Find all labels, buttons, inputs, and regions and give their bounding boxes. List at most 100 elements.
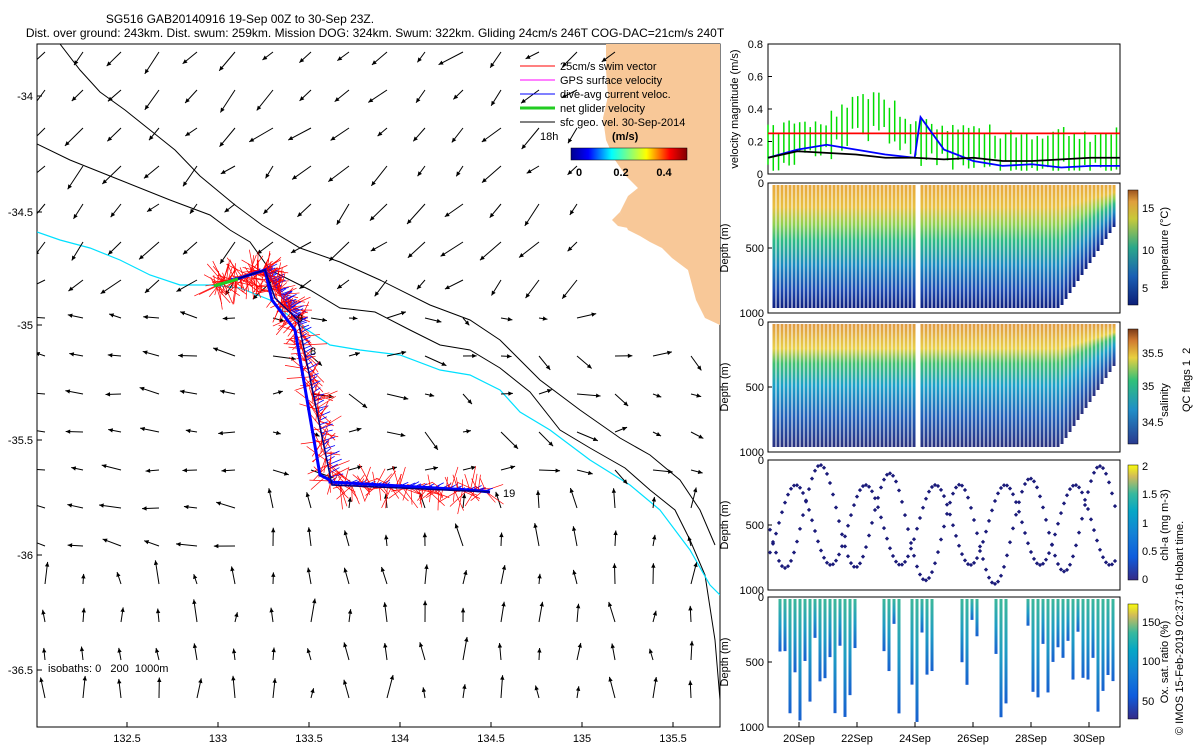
chla-sample [908, 546, 914, 551]
profile-column [1071, 599, 1075, 680]
geostrophic-vector-head [337, 56, 343, 61]
swim-vector [439, 489, 443, 501]
geostrophic-vector-head [567, 138, 573, 144]
profile-column [888, 185, 892, 308]
chla-sample [953, 485, 959, 490]
swim-vector [299, 339, 307, 366]
geostrophic-vector-head [651, 563, 656, 568]
map-panel: 19 9 8 132.5 133 133.5 134 134.5 135 135.5 -34… [8, 43, 721, 745]
profile-column [999, 599, 1003, 718]
geostrophic-vector-head [555, 468, 561, 473]
geostrophic-vector-head [400, 311, 406, 316]
geostrophic-vector-head [343, 642, 348, 648]
profile-column [816, 324, 820, 447]
profile-column [952, 324, 956, 447]
geostrophic-vector-head [343, 567, 348, 573]
geostrophic-vector-head [221, 468, 227, 473]
geostrophic-vector-head [178, 353, 183, 358]
chla-sample [878, 515, 884, 520]
profile-column [928, 324, 932, 447]
geostrophic-vector-head [370, 247, 376, 252]
geostrophic-vector-head [510, 465, 516, 470]
profile-column [808, 599, 812, 702]
geostrophic-vector-head [330, 136, 336, 141]
geostrophic-vector-head [506, 354, 512, 359]
chla-panel: Depth (m) 2 1.5 1 0.5 0 chl-a (mg m-3) [719, 459, 1171, 591]
profile-column [924, 185, 928, 308]
geostrophic-vector [37, 279, 46, 285]
profile-column [900, 324, 904, 447]
chla-sample [914, 564, 920, 569]
profile-column [1024, 185, 1028, 308]
geostrophic-vector-head [157, 677, 162, 683]
isobath-label: isobaths: 0 200 1000m [48, 663, 168, 675]
chla-sample [842, 544, 848, 549]
profile-column [964, 185, 968, 308]
geostrophic-vector-head [489, 212, 495, 218]
profile-column [1112, 185, 1116, 227]
time-tick-label: 26Sep [957, 733, 989, 745]
profile-column [976, 324, 980, 447]
geostrophic-vector-head [102, 179, 108, 185]
temperature-ylabel: Depth (m) [719, 224, 731, 273]
geostrophic-vector-head [389, 675, 395, 680]
geostrophic-vector-head [312, 598, 317, 604]
chla-sample [980, 556, 986, 562]
chla-sample [1058, 511, 1064, 516]
profile-column [876, 324, 880, 447]
geostrophic-vector-head [108, 249, 113, 255]
geostrophic-vector-head [507, 317, 513, 322]
map-y-tick-label: -34 [17, 91, 33, 103]
geostrophic-vector-head [65, 429, 71, 434]
geostrophic-vector-head [155, 608, 161, 614]
geostrophic-vector-head [501, 565, 507, 570]
chla-sample [1025, 541, 1031, 546]
geostrophic-vector-head [400, 432, 406, 438]
geostrophic-vector-head [81, 573, 86, 579]
swim-vector [392, 465, 400, 489]
dac-vector [323, 440, 330, 446]
geostrophic-vector-head [182, 468, 188, 473]
swim-vector [321, 419, 331, 438]
time-tick-label: 28Sep [1015, 733, 1047, 745]
geostrophic-vector-head [362, 403, 368, 408]
geostrophic-vector-head [490, 62, 495, 68]
dac-vector [294, 314, 301, 320]
chla-sample [854, 494, 860, 499]
chla-sample [872, 496, 878, 501]
chla-sample [830, 492, 836, 497]
geostrophic-vector-head [117, 678, 122, 684]
chla-sample [938, 487, 944, 492]
geostrophic-vector-head [495, 491, 500, 497]
chla-sample [1082, 502, 1088, 508]
chla-sample [908, 540, 914, 546]
chla-sample [995, 579, 1001, 584]
geostrophic-vector-head [185, 131, 191, 136]
swim-vector [221, 282, 226, 294]
profile-column [984, 185, 988, 308]
chla-sample [1016, 500, 1022, 505]
profile-column [1040, 324, 1044, 447]
dac-vector [317, 411, 331, 418]
chla-sample [815, 539, 821, 544]
chla-sample [923, 496, 929, 501]
dac-vector [325, 450, 340, 458]
profile-column [868, 185, 872, 308]
swim-vector [272, 316, 294, 327]
profile-column [836, 324, 840, 447]
temperature-cb-tick-0: 15 [1142, 203, 1154, 215]
geostrophic-vector-head [262, 55, 268, 60]
geostrophic-vector-head [377, 131, 383, 137]
profile-column [1048, 324, 1052, 447]
chla-cb-tick-3: 0.5 [1142, 546, 1157, 558]
geostrophic-vector-head [41, 609, 46, 615]
geostrophic-vector-head [182, 249, 188, 255]
chla-sample [893, 559, 899, 564]
chla-sample [968, 562, 974, 568]
profile-column [1004, 599, 1008, 704]
geostrophic-vector-head [462, 684, 467, 689]
figure-subtitle: Dist. over ground: 243km. Dist. swum: 25… [25, 26, 725, 40]
geostrophic-vector-head [421, 687, 427, 693]
chla-sample [1061, 501, 1067, 506]
profile-column [798, 599, 802, 721]
